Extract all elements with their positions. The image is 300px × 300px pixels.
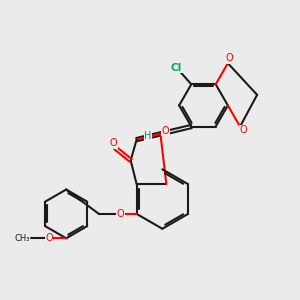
Text: O: O [240, 125, 248, 135]
Text: Cl: Cl [171, 63, 182, 73]
Text: O: O [162, 126, 169, 136]
Text: H: H [144, 131, 152, 141]
Text: O: O [45, 233, 53, 243]
Text: CH₃: CH₃ [14, 234, 30, 243]
Text: O: O [116, 209, 124, 219]
Text: O: O [226, 53, 233, 63]
Text: O: O [110, 139, 118, 148]
